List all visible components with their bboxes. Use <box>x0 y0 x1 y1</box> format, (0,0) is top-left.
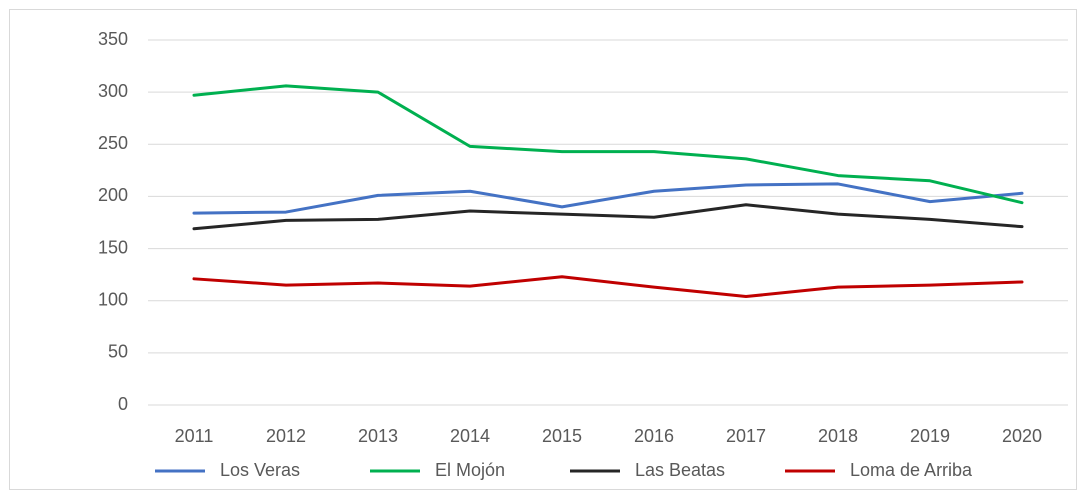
x-tick-label: 2014 <box>450 426 490 446</box>
y-tick-label: 0 <box>118 394 128 414</box>
chart-border <box>9 9 1077 490</box>
x-tick-label: 2012 <box>266 426 306 446</box>
x-tick-label: 2018 <box>818 426 858 446</box>
x-tick-label: 2013 <box>358 426 398 446</box>
x-tick-label: 2017 <box>726 426 766 446</box>
x-tick-label: 2019 <box>910 426 950 446</box>
y-tick-label: 100 <box>98 289 128 309</box>
x-tick-label: 2020 <box>1002 426 1042 446</box>
y-tick-label: 200 <box>98 185 128 205</box>
legend-label: Los Veras <box>220 460 300 480</box>
series-line <box>192 203 1024 231</box>
y-tick-label: 350 <box>98 29 128 49</box>
y-tick-label: 300 <box>98 81 128 101</box>
legend-label: Las Beatas <box>635 460 725 480</box>
series-line <box>192 84 1024 205</box>
series-line <box>192 275 1024 299</box>
series-line <box>192 182 1024 215</box>
x-tick-label: 2011 <box>175 426 214 446</box>
y-tick-label: 150 <box>98 237 128 257</box>
y-tick-label: 50 <box>108 342 128 362</box>
x-tick-label: 2015 <box>542 426 582 446</box>
x-tick-label: 2016 <box>634 426 674 446</box>
legend-label: Loma de Arriba <box>850 460 973 480</box>
legend-label: El Mojón <box>435 460 505 480</box>
y-tick-label: 250 <box>98 133 128 153</box>
